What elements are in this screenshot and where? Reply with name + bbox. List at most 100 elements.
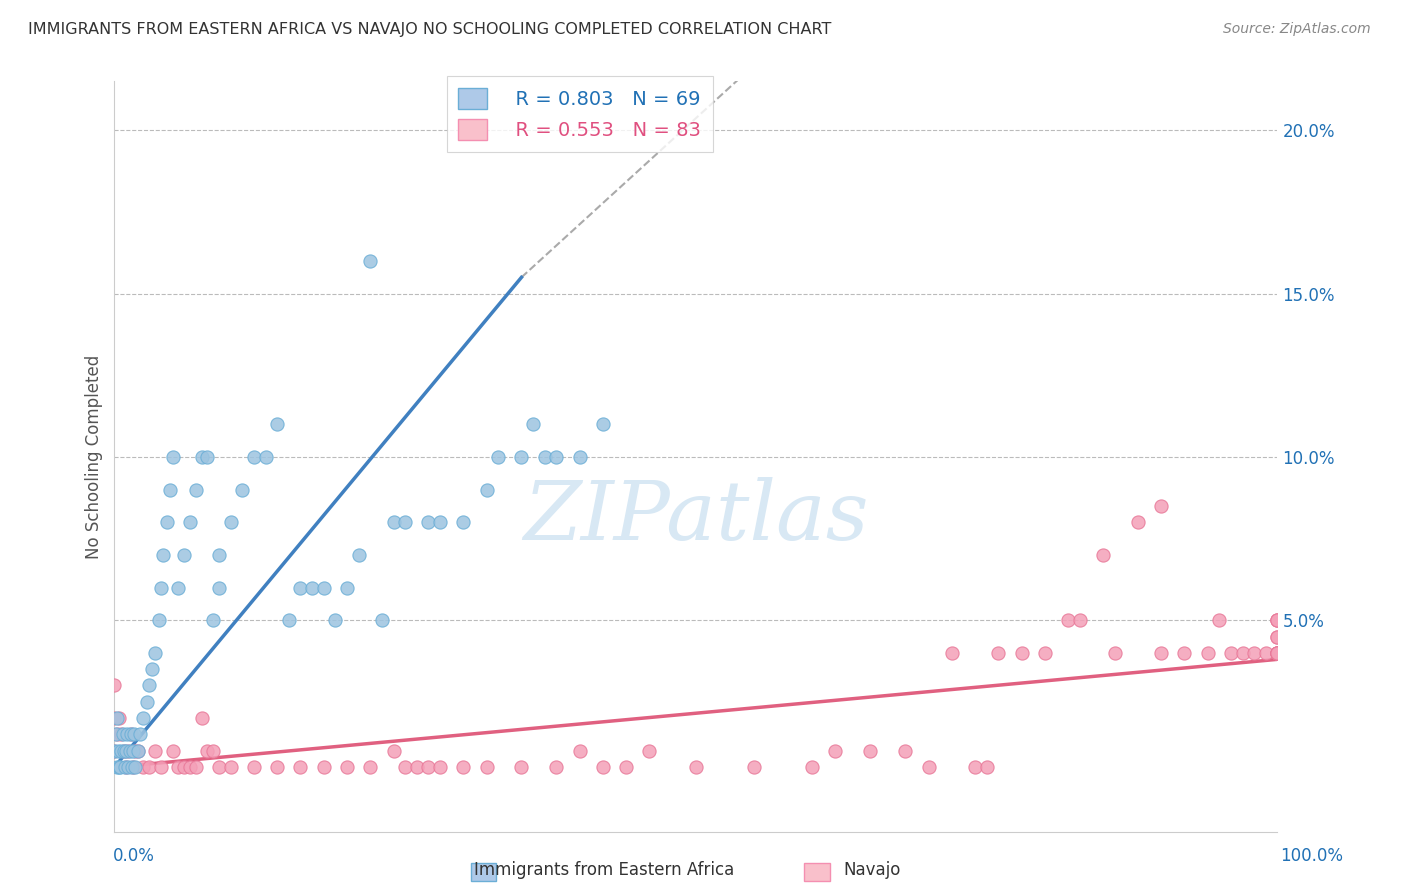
Point xyxy=(382,515,405,529)
Point xyxy=(1069,613,1091,627)
Point xyxy=(110,744,132,758)
Point xyxy=(1150,499,1173,513)
Legend:   R = 0.803   N = 69,   R = 0.553   N = 83: R = 0.803 N = 69, R = 0.553 N = 83 xyxy=(447,76,713,152)
Point xyxy=(115,760,138,774)
Point xyxy=(394,515,416,529)
Point xyxy=(167,581,190,595)
Point xyxy=(105,711,128,725)
Point xyxy=(118,744,141,758)
Point xyxy=(111,727,134,741)
Point xyxy=(568,744,591,758)
Text: 100.0%: 100.0% xyxy=(1279,847,1343,865)
Point xyxy=(1267,613,1289,627)
Point xyxy=(208,548,231,562)
Point xyxy=(103,744,125,758)
Point xyxy=(162,744,184,758)
Point xyxy=(115,727,138,741)
Point xyxy=(112,744,135,758)
Point xyxy=(1267,646,1289,660)
Point xyxy=(121,760,143,774)
Point xyxy=(371,613,394,627)
Point xyxy=(104,727,127,741)
Point xyxy=(127,744,149,758)
Point xyxy=(1267,646,1289,660)
Point xyxy=(312,581,335,595)
Point xyxy=(149,581,172,595)
Point xyxy=(1232,646,1254,660)
Point xyxy=(197,744,219,758)
Point xyxy=(1267,646,1289,660)
Point xyxy=(115,744,138,758)
Point xyxy=(114,760,136,774)
Point xyxy=(312,760,335,774)
Point xyxy=(243,450,266,464)
Point xyxy=(1267,630,1289,644)
Point xyxy=(107,744,129,758)
Point xyxy=(117,744,139,758)
Point xyxy=(103,744,125,758)
Point xyxy=(1208,613,1230,627)
Point xyxy=(325,613,347,627)
Point xyxy=(418,515,440,529)
Point xyxy=(124,744,146,758)
Point xyxy=(638,744,661,758)
Point xyxy=(405,760,427,774)
Point xyxy=(231,483,253,497)
Point xyxy=(127,744,149,758)
Point xyxy=(108,711,131,725)
Point xyxy=(184,483,207,497)
Point xyxy=(129,727,152,741)
Point xyxy=(522,417,544,432)
Point xyxy=(190,711,212,725)
Point xyxy=(290,581,312,595)
Point xyxy=(105,727,128,741)
Point xyxy=(1267,630,1289,644)
Point xyxy=(546,450,568,464)
Point xyxy=(148,613,170,627)
Point xyxy=(685,760,707,774)
Point xyxy=(122,760,145,774)
Point xyxy=(173,548,195,562)
Point xyxy=(132,760,155,774)
Point xyxy=(105,760,128,774)
Point xyxy=(122,744,145,758)
Point xyxy=(824,744,846,758)
Point xyxy=(143,744,166,758)
Point xyxy=(1267,646,1289,660)
Point xyxy=(120,727,142,741)
Point xyxy=(202,744,225,758)
Text: IMMIGRANTS FROM EASTERN AFRICA VS NAVAJO NO SCHOOLING COMPLETED CORRELATION CHAR: IMMIGRANTS FROM EASTERN AFRICA VS NAVAJO… xyxy=(28,22,831,37)
Point xyxy=(179,760,201,774)
Point xyxy=(1197,646,1219,660)
Point xyxy=(568,450,591,464)
Point xyxy=(475,760,498,774)
Point xyxy=(453,760,475,774)
Point xyxy=(122,727,145,741)
Point xyxy=(418,760,440,774)
Point xyxy=(138,760,160,774)
Point xyxy=(197,450,219,464)
Point xyxy=(1173,646,1195,660)
Point xyxy=(976,760,998,774)
Point xyxy=(592,760,614,774)
Point xyxy=(429,760,451,774)
Point xyxy=(453,515,475,529)
Point xyxy=(894,744,917,758)
Point xyxy=(429,515,451,529)
Text: ZIPatlas: ZIPatlas xyxy=(523,477,869,557)
Point xyxy=(1150,646,1173,660)
Point xyxy=(1267,646,1289,660)
Point xyxy=(179,515,201,529)
Point xyxy=(141,662,163,676)
Point xyxy=(336,581,359,595)
Point xyxy=(614,760,637,774)
Text: 0.0%: 0.0% xyxy=(112,847,155,865)
Point xyxy=(290,760,312,774)
Point xyxy=(1091,548,1114,562)
Point xyxy=(103,711,125,725)
Point xyxy=(156,515,179,529)
Point xyxy=(138,678,160,692)
Point xyxy=(1011,646,1033,660)
Point xyxy=(987,646,1010,660)
Point xyxy=(1267,613,1289,627)
